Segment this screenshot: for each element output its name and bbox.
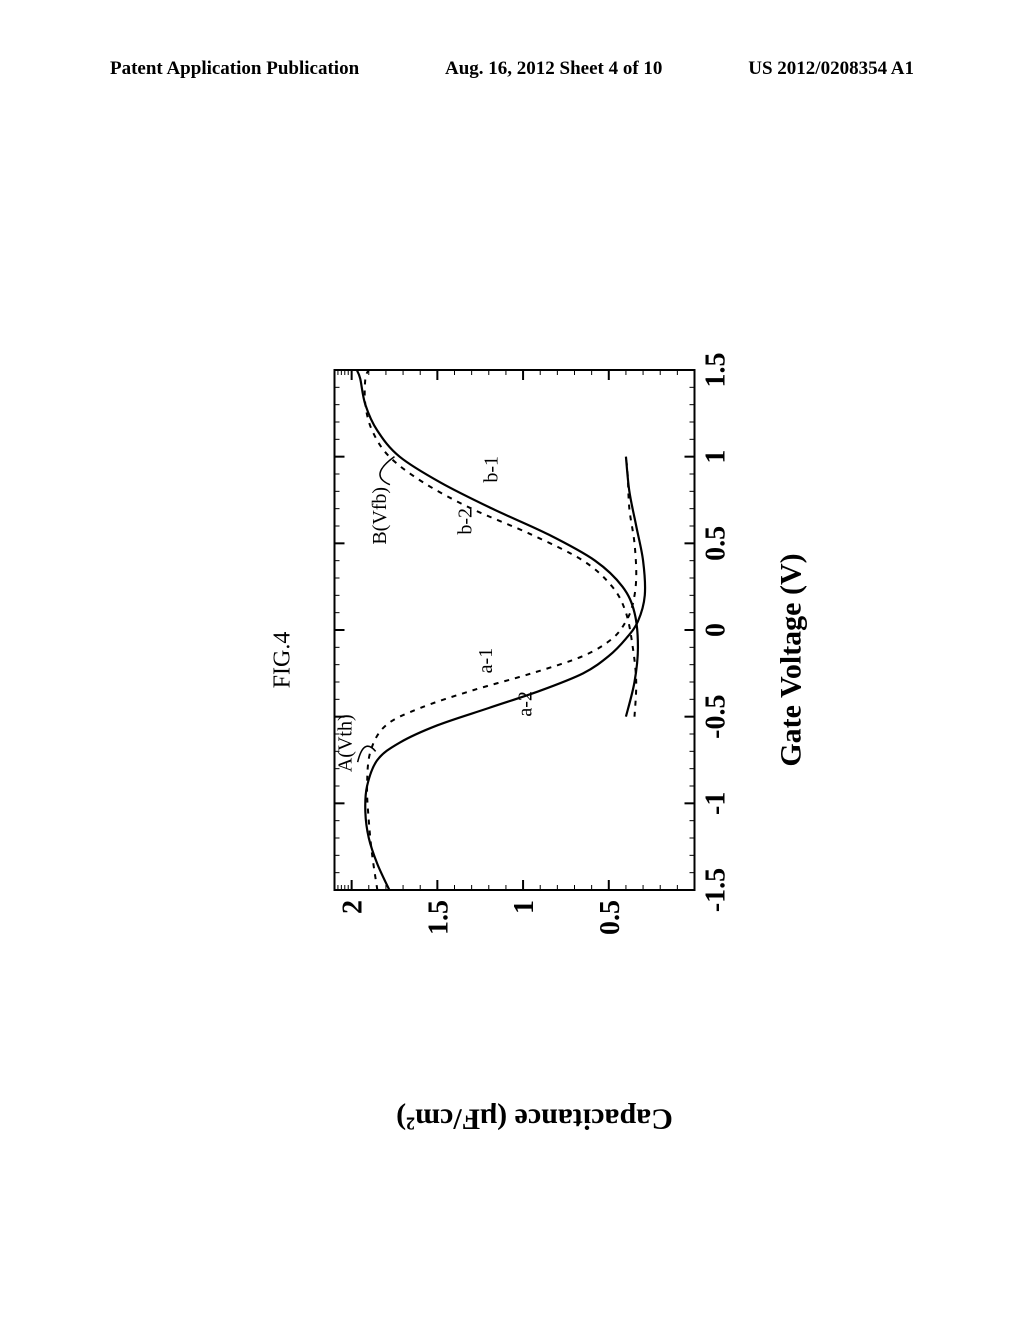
x-tick-label: -1.5: [701, 868, 732, 912]
y-axis-label: Capacitance (μF/cm²): [396, 1101, 673, 1135]
annotation-a-vth: A(Vth): [335, 714, 357, 772]
y-tick-label: 2: [338, 900, 369, 914]
figure-rotated-wrap: FIG.4 Capacitance (μF/cm²) -1.5-1-0.500.…: [270, 350, 755, 970]
x-tick-label: -0.5: [701, 695, 732, 739]
plot-bg: [335, 370, 695, 890]
x-tick-label: 0: [701, 623, 732, 637]
x-axis-label: Gate Voltage (V): [775, 553, 809, 766]
annotation-b2: b-2: [455, 508, 477, 535]
annotation-b1: b-1: [480, 456, 502, 483]
figure: FIG.4 Capacitance (μF/cm²) -1.5-1-0.500.…: [270, 350, 755, 970]
header-left: Patent Application Publication: [110, 58, 359, 80]
chart-svg: -1.5 -1 -0.5 0 0.5 1 1.5 0.5 1 1.5 2 A(Vth) B(Vfb) a-…: [315, 350, 755, 970]
y-tick-label: 1.5: [423, 900, 454, 935]
x-tick-label: 0.5: [701, 526, 732, 561]
annotation-b-vfb: B(Vfb): [369, 487, 391, 545]
figure-label: FIG.4: [270, 350, 297, 970]
y-tick-label: 1: [509, 900, 540, 914]
x-tick-label: 1: [701, 450, 732, 464]
y-tick-label: 0.5: [595, 900, 626, 935]
header-right: US 2012/0208354 A1: [748, 58, 914, 80]
header-center: Aug. 16, 2012 Sheet 4 of 10: [445, 58, 662, 80]
annotation-a1: a-1: [475, 648, 497, 674]
annotation-a2: a-2: [515, 691, 537, 717]
page-header: Patent Application Publication Aug. 16, …: [110, 58, 914, 80]
plot-box: Capacitance (μF/cm²) -1.5-1-0.500.511.50…: [315, 350, 755, 970]
x-tick-label: 1.5: [701, 353, 732, 388]
x-tick-label: -1: [701, 792, 732, 815]
